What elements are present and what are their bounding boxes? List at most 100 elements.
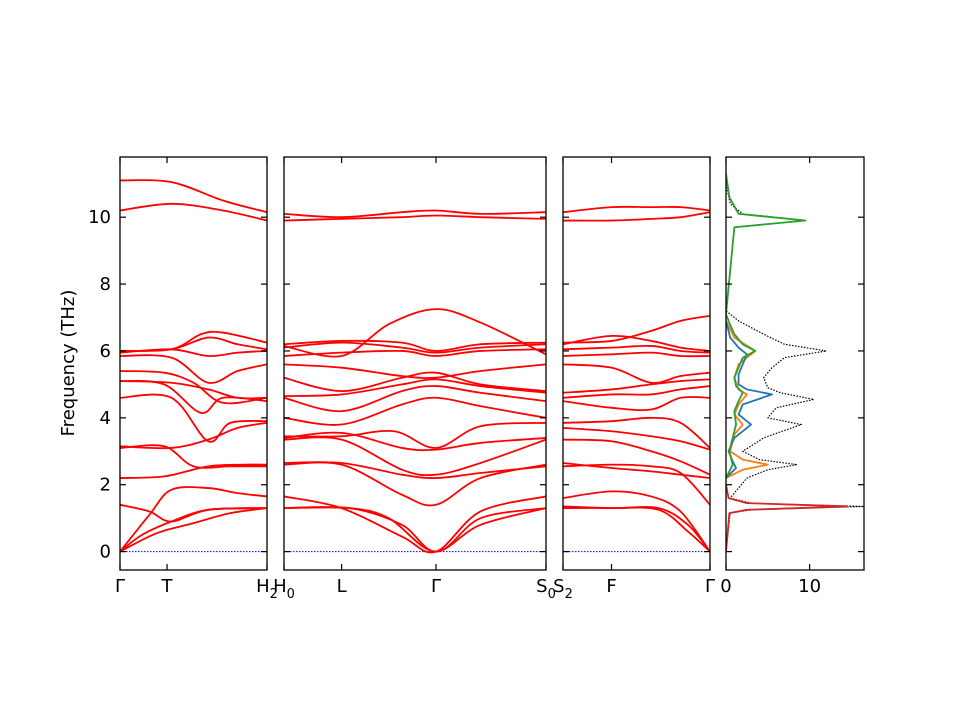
band-line	[563, 211, 710, 222]
y-tick-label: 10	[88, 207, 111, 228]
x-tick-label-text: H	[273, 576, 287, 597]
y-tick-label: 0	[100, 542, 111, 563]
band-line	[284, 209, 546, 219]
band-line	[284, 214, 546, 222]
band-line	[563, 378, 710, 394]
x-tick-label-text: L	[337, 576, 347, 597]
dos-x-tick-label: 10	[798, 576, 821, 597]
band-line	[563, 396, 710, 412]
band-line	[563, 416, 710, 449]
x-tick-label-text: T	[161, 576, 174, 597]
x-tick-label: Γ	[115, 576, 125, 597]
band-line	[284, 431, 546, 452]
x-tick-label: S0	[536, 576, 556, 602]
band-panel-2: H0 L Γ S0	[273, 156, 556, 602]
band-line	[563, 334, 710, 352]
band-line	[120, 393, 267, 443]
y-tick-label: 8	[100, 274, 111, 295]
x-tick-label: T	[161, 576, 174, 597]
band-line	[563, 438, 710, 476]
band-line	[563, 505, 710, 553]
band-line	[120, 486, 267, 553]
dos-panel: 0 10	[720, 156, 865, 597]
band-line	[120, 370, 267, 405]
band-line	[120, 179, 267, 214]
dos-curve-2	[726, 484, 849, 552]
panel-frame	[119, 156, 268, 571]
y-axis-label: Frequency (THz)	[58, 290, 79, 437]
band-line	[563, 351, 710, 358]
band-line	[284, 371, 546, 392]
band-line	[120, 330, 267, 352]
band-line	[120, 463, 267, 479]
band-panel-3: S2 F Γ	[553, 156, 715, 602]
x-tick-label-text: S	[536, 576, 547, 597]
band-line	[120, 354, 267, 384]
x-tick-label: H2	[256, 576, 278, 602]
band-line	[284, 348, 546, 357]
band-line	[120, 380, 267, 400]
y-tick-label: 2	[100, 475, 111, 496]
band-line	[120, 336, 267, 352]
x-tick-label-text: Γ	[115, 576, 125, 597]
y-tick-label: 6	[100, 341, 111, 362]
band-line	[284, 308, 546, 358]
dos-curve-3	[726, 320, 769, 479]
bands	[563, 205, 710, 553]
x-tick-label: H0	[273, 576, 295, 602]
dos-frame	[725, 156, 865, 571]
band-line	[563, 426, 710, 451]
band-line	[284, 495, 546, 554]
x-tick-label-text: S	[553, 576, 564, 597]
dos-curve-1	[726, 183, 864, 552]
x-tick-label-text: Γ	[431, 576, 441, 597]
x-tick-label: S2	[553, 576, 573, 602]
band-line	[563, 490, 710, 553]
band-line	[563, 385, 710, 399]
band-line	[563, 506, 710, 553]
band-line	[563, 205, 710, 214]
band-line	[284, 461, 546, 479]
band-line	[284, 436, 546, 477]
panel-frame	[562, 156, 711, 571]
band-line	[284, 385, 546, 413]
band-line	[120, 444, 267, 469]
band-line	[284, 339, 546, 352]
x-tick-label-text: Γ	[705, 576, 715, 597]
band-line	[120, 202, 267, 222]
dos-curves	[726, 173, 864, 552]
band-line	[563, 363, 710, 384]
band-line	[563, 344, 710, 354]
x-tick-label: Γ	[431, 576, 441, 597]
band-line	[284, 396, 546, 426]
x-tick-label-subscript: 2	[270, 587, 278, 602]
x-tick-label-subscript: 2	[565, 587, 573, 602]
y-tick-label: 4	[100, 408, 111, 429]
band-line	[120, 503, 267, 523]
panel-frame	[283, 156, 547, 571]
x-tick-label: F	[606, 576, 616, 597]
x-tick-label-subscript: 0	[548, 587, 556, 602]
dos-curve-5	[726, 173, 807, 479]
dos-x-tick-label: 0	[720, 576, 731, 597]
band-line	[120, 421, 267, 450]
band-line	[284, 461, 546, 507]
band-line	[120, 507, 267, 553]
band-line	[563, 462, 710, 479]
x-tick-label: Γ	[705, 576, 715, 597]
bands	[120, 179, 267, 553]
band-line	[284, 341, 546, 354]
band-line	[563, 463, 710, 506]
bands	[284, 209, 546, 554]
x-tick-label-text: H	[256, 576, 270, 597]
band-line	[284, 363, 546, 379]
band-line	[284, 378, 546, 398]
band-line	[563, 314, 710, 344]
x-tick-label: L	[337, 576, 347, 597]
band-line	[284, 421, 546, 449]
x-tick-label-subscript: 0	[287, 587, 295, 602]
x-tick-label-text: F	[606, 576, 616, 597]
